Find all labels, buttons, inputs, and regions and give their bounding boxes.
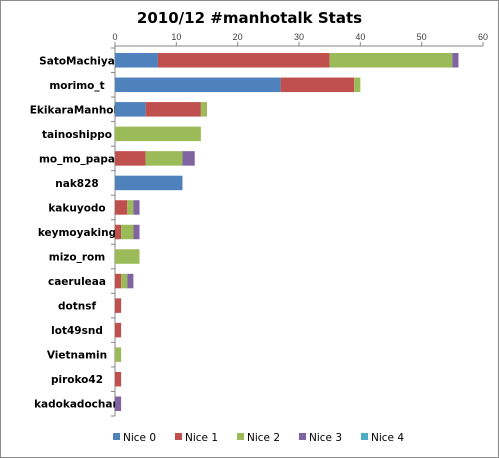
legend-swatch — [113, 433, 120, 440]
category-label: caeruleaa — [48, 276, 106, 288]
category-label: tainoshippo — [42, 129, 112, 141]
bar-segment — [133, 224, 140, 240]
legend-swatch — [361, 433, 368, 440]
bar-segment — [121, 224, 134, 240]
bar-segment — [115, 175, 183, 191]
bar-segment — [145, 151, 183, 166]
category-label: nak828 — [55, 178, 98, 190]
category-label: kakuyodo — [48, 202, 105, 214]
bar-segment — [280, 77, 355, 93]
legend-swatch — [237, 433, 244, 440]
category-label: dotnsf — [58, 301, 96, 313]
category-label: Vietnamin — [47, 350, 107, 362]
x-tick-label: 0 — [112, 32, 117, 42]
bar-segment — [127, 200, 134, 215]
bar-segment — [115, 249, 140, 264]
x-tick-label: 20 — [233, 32, 243, 42]
category-label: piroko42 — [51, 374, 103, 386]
bar-segment — [329, 53, 453, 68]
category-label: lot49snd — [51, 325, 103, 337]
category-label: mizo_rom — [49, 252, 106, 264]
bar-segment — [354, 77, 361, 93]
x-tick-label: 10 — [171, 32, 181, 42]
bar-segment — [133, 200, 140, 215]
x-tick-label: 60 — [478, 32, 488, 42]
legend-swatch — [299, 433, 306, 440]
bar-segment — [115, 396, 122, 411]
bar-segment — [182, 151, 195, 166]
category-label: keymoyaking — [38, 227, 116, 239]
category-label: kadokadochan — [34, 399, 120, 411]
bar-segment — [115, 151, 146, 166]
category-label: EkikaraManhole — [30, 104, 125, 116]
bar-segment — [121, 273, 128, 289]
bar-segment — [115, 200, 128, 215]
bar-segment — [115, 126, 201, 142]
x-tick-label: 30 — [294, 32, 304, 42]
bar-segment — [115, 77, 281, 93]
legend-label: Nice 1 — [185, 432, 218, 444]
bar-segment — [200, 102, 207, 117]
category-label: mo_mo_papa — [39, 153, 115, 165]
legend-label: Nice 3 — [309, 432, 342, 444]
bar-segment — [115, 53, 158, 68]
bar-segment — [115, 102, 146, 117]
bar-segment — [115, 298, 122, 313]
x-tick-label: 40 — [355, 32, 365, 42]
bar-segment — [115, 224, 122, 240]
bar-segment — [115, 347, 122, 362]
bar-segment — [115, 371, 122, 387]
category-label: morimo_t — [49, 80, 104, 92]
legend-label: Nice 0 — [123, 432, 156, 444]
legend-label: Nice 2 — [247, 432, 280, 444]
bar-segment — [157, 53, 330, 68]
bar-segment — [127, 273, 134, 289]
bar-segment — [452, 53, 459, 68]
bar-segment — [115, 322, 122, 338]
bar-segment — [145, 102, 201, 117]
legend-swatch — [175, 433, 182, 440]
bar-segment — [115, 273, 122, 289]
category-label: SatoMachiya — [39, 55, 115, 67]
chart-title: 2010/12 #manhotalk Stats — [136, 9, 363, 27]
legend-label: Nice 4 — [371, 432, 404, 444]
x-tick-label: 50 — [417, 32, 427, 42]
